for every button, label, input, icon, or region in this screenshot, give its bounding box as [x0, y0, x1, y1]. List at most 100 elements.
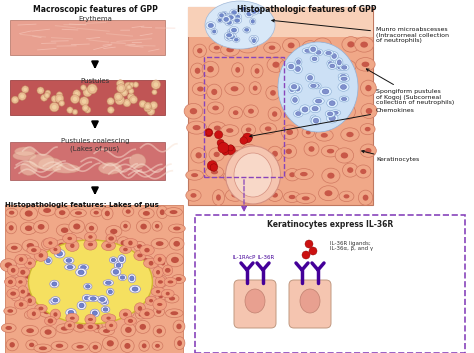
Ellipse shape: [27, 243, 34, 249]
Ellipse shape: [126, 309, 131, 314]
Ellipse shape: [136, 310, 146, 319]
Ellipse shape: [346, 132, 354, 137]
Ellipse shape: [251, 64, 263, 78]
Ellipse shape: [212, 106, 219, 110]
Circle shape: [84, 107, 91, 113]
Ellipse shape: [303, 87, 310, 92]
Circle shape: [118, 98, 122, 102]
Ellipse shape: [75, 211, 82, 215]
Ellipse shape: [169, 297, 175, 300]
Ellipse shape: [138, 306, 142, 311]
Ellipse shape: [119, 309, 132, 320]
Ellipse shape: [99, 162, 122, 174]
Ellipse shape: [233, 37, 240, 42]
Ellipse shape: [156, 270, 160, 275]
Ellipse shape: [311, 116, 321, 125]
Ellipse shape: [40, 326, 56, 338]
Ellipse shape: [71, 209, 86, 217]
Ellipse shape: [141, 258, 149, 262]
Ellipse shape: [268, 107, 281, 121]
Ellipse shape: [149, 299, 153, 303]
Ellipse shape: [137, 273, 151, 282]
Ellipse shape: [38, 306, 55, 317]
Ellipse shape: [238, 40, 257, 53]
Ellipse shape: [365, 127, 371, 131]
Circle shape: [124, 82, 133, 90]
Circle shape: [128, 88, 134, 94]
Ellipse shape: [20, 289, 25, 294]
Circle shape: [82, 105, 89, 112]
Ellipse shape: [283, 64, 288, 70]
Ellipse shape: [311, 84, 316, 88]
Ellipse shape: [226, 189, 245, 201]
Circle shape: [150, 101, 157, 109]
Ellipse shape: [278, 42, 358, 132]
Circle shape: [23, 88, 27, 91]
Ellipse shape: [197, 86, 204, 91]
Ellipse shape: [71, 238, 84, 248]
Circle shape: [50, 102, 59, 112]
Ellipse shape: [241, 144, 258, 160]
Ellipse shape: [313, 97, 324, 104]
Ellipse shape: [9, 225, 14, 231]
Ellipse shape: [279, 60, 291, 74]
Ellipse shape: [38, 205, 56, 216]
Ellipse shape: [283, 192, 301, 202]
Ellipse shape: [90, 292, 106, 301]
Ellipse shape: [345, 109, 351, 115]
Ellipse shape: [153, 307, 164, 317]
Ellipse shape: [45, 241, 51, 247]
Ellipse shape: [193, 44, 207, 57]
Ellipse shape: [105, 320, 117, 331]
Circle shape: [44, 92, 50, 98]
Ellipse shape: [307, 44, 313, 50]
Ellipse shape: [25, 226, 32, 231]
Ellipse shape: [212, 30, 216, 33]
Ellipse shape: [88, 258, 96, 263]
Ellipse shape: [89, 226, 94, 231]
Ellipse shape: [144, 248, 150, 252]
Circle shape: [302, 251, 310, 259]
Ellipse shape: [117, 237, 130, 249]
Ellipse shape: [347, 41, 355, 48]
Ellipse shape: [50, 309, 61, 320]
Ellipse shape: [304, 142, 319, 156]
Ellipse shape: [309, 45, 318, 53]
Ellipse shape: [151, 287, 165, 296]
Circle shape: [146, 104, 149, 108]
Circle shape: [45, 90, 51, 96]
Ellipse shape: [365, 85, 372, 91]
Ellipse shape: [272, 111, 277, 117]
Ellipse shape: [69, 220, 85, 233]
Ellipse shape: [59, 210, 65, 215]
Ellipse shape: [4, 307, 17, 315]
Ellipse shape: [245, 10, 254, 18]
Ellipse shape: [169, 237, 184, 250]
Circle shape: [20, 94, 24, 98]
Ellipse shape: [7, 289, 19, 299]
Ellipse shape: [291, 96, 299, 104]
Ellipse shape: [10, 290, 21, 301]
Ellipse shape: [103, 308, 108, 311]
Circle shape: [59, 100, 64, 106]
Ellipse shape: [6, 208, 18, 217]
Ellipse shape: [27, 298, 32, 303]
Bar: [5, 205, 183, 353]
Ellipse shape: [342, 64, 350, 69]
Ellipse shape: [327, 173, 335, 179]
Ellipse shape: [103, 280, 113, 286]
Ellipse shape: [313, 83, 321, 89]
Ellipse shape: [158, 257, 162, 262]
Ellipse shape: [11, 268, 16, 273]
Ellipse shape: [306, 63, 312, 67]
Ellipse shape: [64, 257, 74, 264]
Ellipse shape: [272, 151, 278, 157]
Ellipse shape: [327, 88, 333, 92]
Ellipse shape: [169, 224, 185, 233]
Ellipse shape: [233, 110, 238, 115]
Ellipse shape: [247, 12, 252, 16]
Ellipse shape: [226, 47, 234, 52]
Ellipse shape: [110, 229, 118, 234]
Ellipse shape: [290, 86, 294, 92]
Ellipse shape: [128, 274, 136, 283]
